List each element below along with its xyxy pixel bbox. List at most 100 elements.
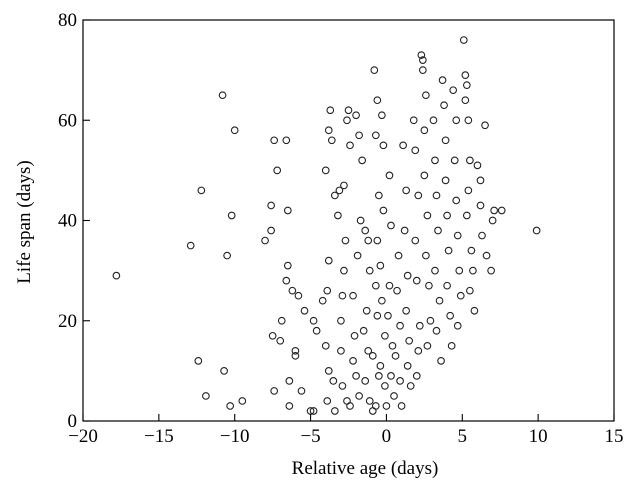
data-point <box>462 211 471 220</box>
data-point <box>268 331 277 340</box>
data-point <box>453 321 462 330</box>
data-point <box>385 171 394 180</box>
data-point <box>373 311 382 320</box>
data-point <box>467 246 476 255</box>
data-point <box>456 291 465 300</box>
data-point <box>238 397 247 405</box>
data-point <box>461 96 470 105</box>
data-point <box>432 326 441 335</box>
data-point <box>340 181 348 190</box>
data-point <box>469 266 477 275</box>
data-point <box>382 402 391 410</box>
x-axis-title: Relative age (days) <box>292 458 439 479</box>
data-point <box>373 236 382 245</box>
data-point <box>220 367 228 375</box>
data-point <box>323 397 332 405</box>
data-point <box>446 311 454 320</box>
data-point <box>283 206 292 215</box>
data-point <box>381 331 389 340</box>
data-point <box>358 156 367 165</box>
data-point <box>388 341 397 350</box>
data-point <box>453 231 462 240</box>
data-point <box>473 161 482 170</box>
data-point <box>227 211 236 220</box>
y-tick-label: 80 <box>58 10 77 31</box>
data-point <box>443 281 451 290</box>
data-point <box>291 351 300 360</box>
data-point <box>532 226 541 235</box>
data-point <box>318 296 327 305</box>
data-point <box>341 236 350 245</box>
data-point <box>405 336 414 345</box>
data-point <box>418 56 427 64</box>
data-point <box>283 261 292 270</box>
data-point <box>387 372 395 380</box>
data-point <box>385 281 394 290</box>
data-point <box>321 166 330 175</box>
data-point <box>488 216 497 225</box>
data-point <box>368 351 377 360</box>
data-point <box>443 211 451 220</box>
data-point <box>226 402 235 410</box>
data-point <box>285 377 294 385</box>
data-point <box>373 96 382 105</box>
data-point <box>482 251 491 260</box>
data-point <box>261 236 269 245</box>
data-point <box>376 362 385 370</box>
data-point <box>422 91 430 100</box>
data-point <box>381 382 389 390</box>
data-point <box>402 186 411 195</box>
x-tick-label: 15 <box>605 426 624 447</box>
data-point <box>324 256 333 265</box>
data-point <box>376 261 385 270</box>
data-point <box>426 316 435 325</box>
data-point <box>335 186 344 195</box>
data-point <box>324 367 333 375</box>
data-point <box>288 286 297 295</box>
y-axis: 0 20 40 60 80 <box>58 10 90 432</box>
data-point <box>459 36 468 44</box>
data-point <box>464 116 473 125</box>
data-point <box>452 116 461 125</box>
data-point <box>344 106 353 115</box>
data-point <box>291 346 300 355</box>
data-point <box>270 136 279 145</box>
data-point <box>350 331 359 340</box>
data-point <box>330 191 339 200</box>
data-point <box>378 111 386 120</box>
data-point <box>355 392 363 400</box>
data-point <box>412 276 421 285</box>
data-point <box>450 156 459 165</box>
y-tick-label: 20 <box>58 311 77 332</box>
x-tick-label: 10 <box>529 426 548 447</box>
data-point <box>346 141 354 150</box>
data-point <box>282 276 291 285</box>
data-point <box>365 397 374 405</box>
data-point <box>437 357 445 365</box>
data-point <box>338 291 347 300</box>
data-point <box>294 291 303 300</box>
data-point <box>412 372 421 380</box>
data-point <box>374 191 383 200</box>
data-point <box>285 402 294 410</box>
data-point <box>327 136 336 145</box>
data-point <box>461 71 470 79</box>
data-point <box>371 281 380 290</box>
data-point <box>223 251 231 260</box>
data-point <box>409 116 418 125</box>
data-point <box>423 211 432 220</box>
data-point <box>399 141 407 150</box>
data-point <box>397 402 406 410</box>
data-point <box>476 201 485 210</box>
data-point <box>444 246 453 255</box>
data-point <box>462 81 471 90</box>
data-point <box>422 251 430 260</box>
x-tick-label: −20 <box>68 426 98 447</box>
data-point <box>415 321 424 330</box>
data-point <box>396 377 404 385</box>
data-point <box>402 306 411 315</box>
data-point <box>394 251 403 260</box>
data-point <box>326 106 335 115</box>
x-tick-label: 5 <box>458 426 468 447</box>
